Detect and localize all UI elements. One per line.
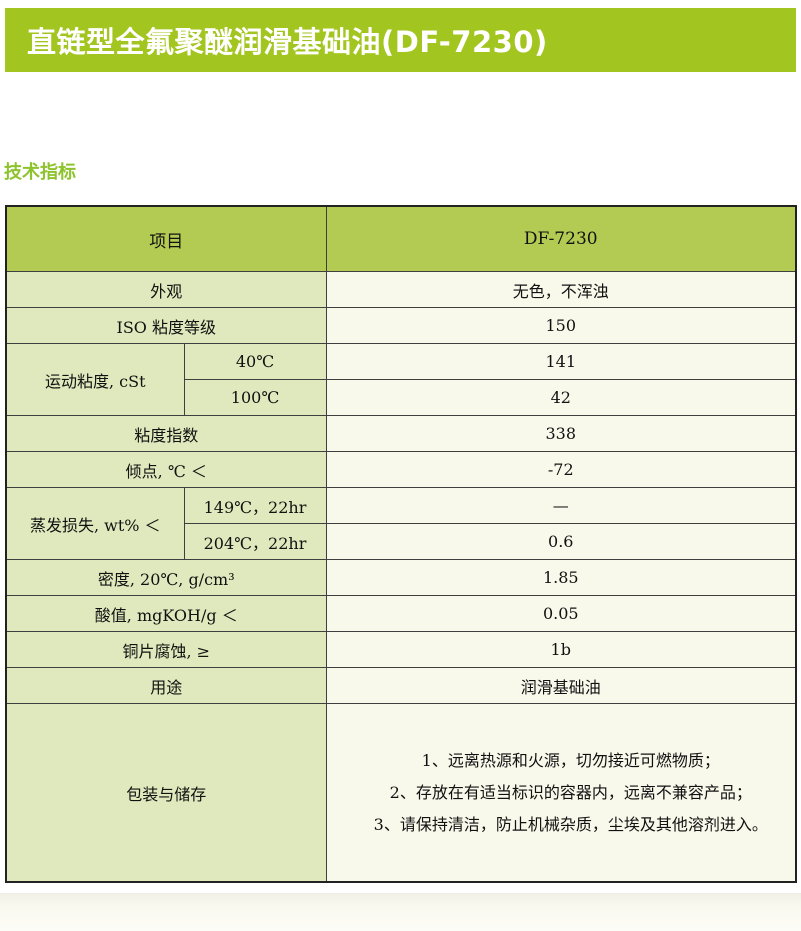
row-iso-grade: ISO 粘度等级 150 <box>5 307 797 344</box>
kv-40c-value: 141 <box>325 343 797 380</box>
viscosity-index-label: 粘度指数 <box>5 415 327 452</box>
row-copper-corrosion: 铜片腐蚀, ≥ 1b <box>5 631 797 668</box>
row-viscosity-index: 粘度指数 338 <box>5 415 797 452</box>
application-value: 润滑基础油 <box>325 667 797 704</box>
row-packaging-storage: 包装与储存 1、远离热源和火源，切勿接近可燃物质； 2、存放在有适当标识的容器内… <box>5 703 797 883</box>
acid-value-value: 0.05 <box>325 595 797 632</box>
row-evaporation-loss-204c: 204℃，22hr 0.6 <box>6 523 797 560</box>
page-title: 直链型全氟聚醚润滑基础油(DF-7230) <box>27 25 548 59</box>
iso-grade-label: ISO 粘度等级 <box>5 307 327 344</box>
row-appearance: 外观 无色，不浑浊 <box>5 271 797 308</box>
copper-corrosion-label: 铜片腐蚀, ≥ <box>5 631 327 668</box>
page-title-bar: 直链型全氟聚醚润滑基础油(DF-7230) <box>5 8 796 72</box>
table-header-row: 项目 DF-7230 <box>5 205 797 272</box>
packaging-storage-lines: 1、远离热源和火源，切勿接近可燃物质； 2、存放在有适当标识的容器内，远离不兼容… <box>327 745 795 841</box>
section-heading-technical-specs: 技术指标 <box>4 162 76 183</box>
pour-point-value: -72 <box>325 451 797 488</box>
row-application: 用途 润滑基础油 <box>5 667 797 704</box>
kv-100c-label: 100℃ <box>183 379 327 416</box>
copper-corrosion-value: 1b <box>325 631 797 668</box>
el-149c-label: 149℃，22hr <box>183 487 327 524</box>
col-header-product: DF-7230 <box>325 205 797 272</box>
row-acid-value: 酸值, mgKOH/g ＜ 0.05 <box>5 595 797 632</box>
packaging-line-2: 2、存放在有适当标识的容器内，远离不兼容产品； <box>389 782 752 802</box>
packaging-line-3: 3、请保持清洁，防止机械杂质，尘埃及其他溶剂进入。 <box>373 814 768 834</box>
acid-value-label: 酸值, mgKOH/g ＜ <box>5 595 327 632</box>
kv-40c-label: 40℃ <box>183 343 327 380</box>
packaging-storage-label: 包装与储存 <box>5 703 327 883</box>
row-kinematic-viscosity-100c: 100℃ 42 <box>6 379 797 416</box>
packaging-line-1: 1、远离热源和火源，切勿接近可燃物质； <box>421 750 720 770</box>
packaging-storage-value: 1、远离热源和火源，切勿接近可燃物质； 2、存放在有适当标识的容器内，远离不兼容… <box>325 703 797 883</box>
row-kinematic-viscosity-40c: 运动粘度, cSt 40℃ 141 <box>5 343 797 416</box>
el-149c-value: — <box>325 487 797 524</box>
kinematic-viscosity-label: 运动粘度, cSt <box>5 343 185 416</box>
spec-table: 项目 DF-7230 外观 无色，不浑浊 ISO 粘度等级 150 运动粘度, … <box>5 205 797 883</box>
row-density: 密度, 20℃, g/cm³ 1.85 <box>5 559 797 596</box>
row-pour-point: 倾点, ℃ ＜ -72 <box>5 451 797 488</box>
application-label: 用途 <box>5 667 327 704</box>
iso-grade-value: 150 <box>325 307 797 344</box>
viscosity-index-value: 338 <box>325 415 797 452</box>
density-value: 1.85 <box>325 559 797 596</box>
row-evaporation-loss-149c: 蒸发损失, wt% ＜ 149℃，22hr — <box>5 487 797 560</box>
kv-100c-value: 42 <box>325 379 797 416</box>
page-bottom-background <box>0 893 801 931</box>
el-204c-label: 204℃，22hr <box>183 523 327 560</box>
pour-point-label: 倾点, ℃ ＜ <box>5 451 327 488</box>
appearance-label: 外观 <box>5 271 327 308</box>
density-label: 密度, 20℃, g/cm³ <box>5 559 327 596</box>
el-204c-value: 0.6 <box>325 523 797 560</box>
col-header-item: 项目 <box>5 205 327 272</box>
appearance-value: 无色，不浑浊 <box>325 271 797 308</box>
evaporation-loss-label: 蒸发损失, wt% ＜ <box>5 487 185 560</box>
